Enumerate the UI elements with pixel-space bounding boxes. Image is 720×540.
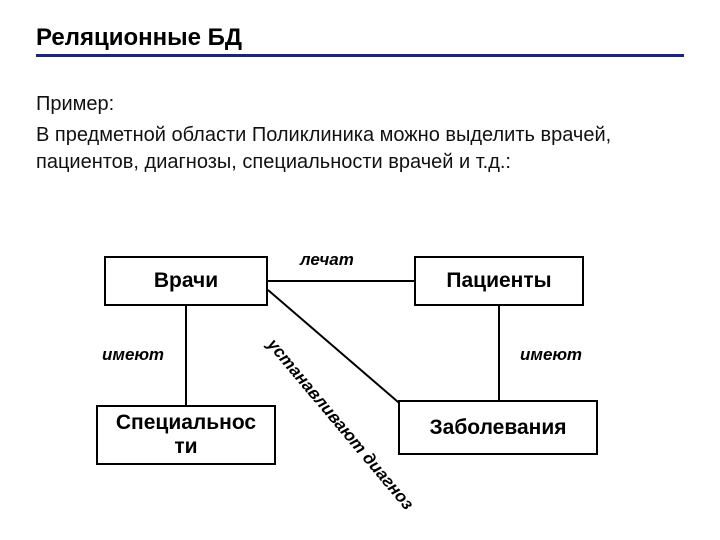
edge-label: устанавливают диагноз bbox=[263, 335, 418, 514]
page-title: Реляционные БД bbox=[36, 24, 684, 57]
intro-label: Пример: bbox=[36, 93, 684, 116]
edge-label: лечат bbox=[300, 250, 354, 270]
edge-line bbox=[268, 290, 405, 408]
edge-label: имеют bbox=[520, 345, 582, 365]
entity-doctors: Врачи bbox=[104, 256, 268, 306]
description-text: В предметной области Поликлиника можно в… bbox=[36, 122, 636, 176]
entity-patients: Пациенты bbox=[414, 256, 584, 306]
er-diagram: Врачи Пациенты Специальнос ти Заболевания л… bbox=[0, 0, 720, 540]
edges-layer bbox=[0, 0, 720, 540]
edge-label: имеют bbox=[102, 345, 164, 365]
entity-specialties: Специальнос ти bbox=[96, 405, 276, 465]
entity-diseases: Заболевания bbox=[398, 400, 598, 455]
